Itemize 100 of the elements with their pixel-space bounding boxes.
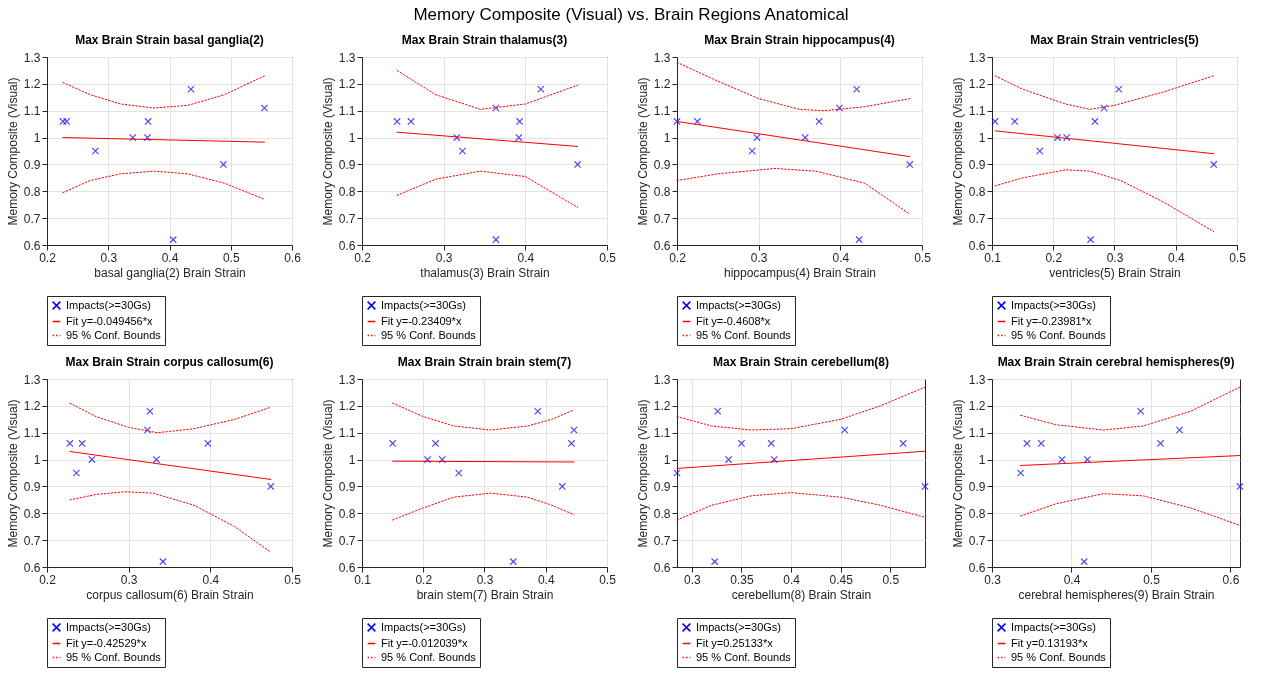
point: [515, 117, 524, 126]
point: [1209, 160, 1218, 169]
point: [159, 557, 167, 566]
legend-label: 95 % Conf. Bounds: [66, 328, 162, 341]
point: [66, 439, 74, 448]
point: [710, 557, 719, 566]
y-tick-label: 0.6: [338, 238, 356, 253]
y-tick-label: 0.6: [23, 238, 41, 253]
legend-label: Fit y=-0.012039*x: [381, 636, 469, 649]
y-tick-label: 1.1: [653, 426, 671, 441]
y-tick-label: 0.7: [23, 533, 41, 548]
point: [1236, 482, 1244, 491]
point: [515, 133, 523, 142]
y-tick-label: 0.6: [968, 560, 986, 575]
y-tick-label: 1.2: [968, 77, 986, 92]
x-tick-label: 0.5: [882, 572, 900, 587]
point: [91, 147, 100, 155]
y-tick-label: 0.6: [653, 238, 671, 253]
y-axis-title: Memory Composite (Visual): [5, 77, 20, 226]
point: [267, 482, 275, 491]
point: [753, 133, 761, 142]
legend-label: Fit y=0.13193*x: [1011, 636, 1089, 649]
x-tick-label: 0.2: [415, 572, 433, 587]
y-axis-title: Memory Composite (Visual): [5, 399, 20, 548]
x-tick-label: 0.3: [120, 572, 138, 587]
y-tick-label: 1.2: [968, 399, 986, 414]
y-tick-label: 0.9: [653, 157, 671, 172]
x-tick-label: 0.2: [354, 250, 372, 265]
y-tick-label: 1: [978, 131, 986, 146]
y-tick-label: 1.2: [23, 399, 41, 414]
point: [840, 426, 849, 434]
y-tick-label: 1: [33, 131, 41, 146]
x-axis-title: brain stem(7) Brain Strain: [416, 587, 554, 602]
x-tick-label: 0.4: [1167, 250, 1185, 265]
y-axis-title: Memory Composite (Visual): [320, 399, 335, 548]
line-series: [994, 75, 1215, 110]
y-tick-label: 0.6: [23, 560, 41, 575]
y-tick-label: 1: [348, 453, 356, 468]
x-axis-title: cerebral hemispheres(9) Brain Strain: [1018, 587, 1215, 602]
legend-label: 95 % Conf. Bounds: [66, 650, 162, 663]
y-tick-label: 1.3: [338, 372, 356, 387]
line-series: [392, 402, 575, 431]
point: [1010, 117, 1019, 126]
y-tick-label: 0.9: [338, 157, 356, 172]
y-tick-label: 0.7: [653, 211, 671, 226]
point: [169, 235, 177, 244]
line-series: [1020, 493, 1241, 526]
y-tick-label: 0.8: [338, 506, 356, 521]
y-tick-label: 1: [33, 453, 41, 468]
point: [144, 117, 152, 126]
x-tick-label: 0.5: [1229, 250, 1247, 265]
x-axis-title: corpus callosum(6) Brain Strain: [86, 587, 254, 602]
line-series: [676, 167, 911, 215]
point: [1058, 455, 1066, 464]
point: [905, 160, 914, 169]
y-tick-label: 1.1: [23, 104, 41, 119]
point: [801, 133, 809, 142]
x-tick-label: 0.1: [984, 250, 1002, 265]
chart-title: Max Brain Strain cerebellum(8): [712, 355, 890, 369]
x-tick-label: 0.35: [730, 572, 754, 587]
legend-label: Impacts(>=30Gs): [696, 620, 781, 633]
y-tick-label: 1.1: [968, 426, 986, 441]
y-tick-label: 1.1: [338, 426, 356, 441]
legend-label: Fit y=-0.4608*x: [696, 314, 771, 327]
y-tick-label: 0.8: [653, 506, 671, 521]
point: [899, 439, 907, 448]
y-tick-label: 1.3: [338, 50, 356, 65]
y-axis-title: Memory Composite (Visual): [635, 399, 650, 548]
y-tick-label: 1: [663, 131, 671, 146]
legend-label: Impacts(>=30Gs): [1011, 620, 1096, 633]
y-axis-title: Memory Composite (Visual): [950, 77, 965, 226]
x-tick-label: 0.4: [832, 250, 850, 265]
x-tick-label: 0.4: [783, 572, 801, 587]
y-tick-label: 1: [663, 453, 671, 468]
point: [492, 235, 500, 244]
line-series: [1020, 386, 1241, 431]
point: [748, 147, 756, 155]
y-tick-label: 0.8: [968, 506, 986, 521]
y-tick-label: 1.3: [653, 50, 671, 65]
x-tick-label: 0.4: [537, 572, 555, 587]
line-series: [676, 386, 926, 431]
y-tick-label: 1.2: [23, 77, 41, 92]
point: [573, 160, 582, 169]
point: [921, 482, 929, 491]
x-tick-label: 0.5: [599, 250, 617, 265]
line-series: [676, 61, 911, 112]
point: [455, 469, 463, 477]
point: [260, 104, 269, 112]
y-tick-label: 0.9: [23, 157, 41, 172]
point: [407, 117, 415, 126]
x-tick-label: 0.2: [39, 572, 57, 587]
point: [558, 482, 567, 491]
y-axis-title: Memory Composite (Visual): [635, 77, 650, 226]
y-tick-label: 1.1: [653, 104, 671, 119]
legend-label: Fit y=-0.42529*x: [66, 636, 147, 649]
x-tick-label: 0.45: [829, 572, 854, 587]
y-tick-label: 0.9: [968, 157, 986, 172]
line-series: [396, 170, 579, 208]
point: [815, 117, 823, 126]
legend-label: 95 % Conf. Bounds: [696, 650, 792, 663]
